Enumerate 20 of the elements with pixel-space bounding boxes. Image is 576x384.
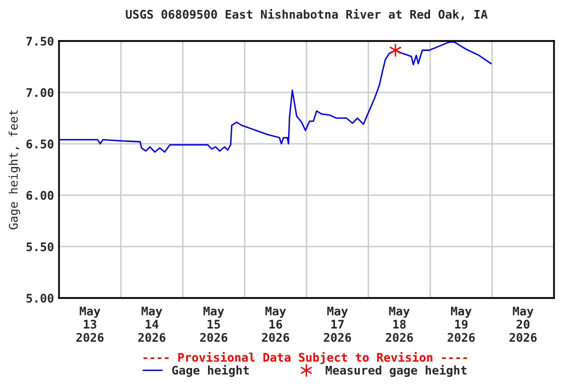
y-tick-label: 6.50 [26,140,54,148]
x-tick-label: May 16 2026 [262,306,290,342]
x-tick-label: May 13 2026 [76,306,104,342]
x-tick-label: May 15 2026 [200,306,228,342]
x-tick-label: May 14 2026 [138,306,166,342]
text: ---- Provisional Data Subject to Revision ---- [144,352,468,364]
y-tick-label: 5.00 [26,294,54,303]
x-tick-label: May 20 2026 [510,306,537,342]
line-series [59,41,492,153]
x-tick-label: May 17 2026 [324,306,352,342]
y-tick-label: 5.50 [26,242,54,252]
legend-label: Gage height [172,364,249,377]
y-axis-title: Gage height, feet [8,110,20,230]
chart-title: USGS 06809500 East Nishnabotna River at Red Oak, IA [126,8,488,20]
x-tick-label: May 18 2026 [386,306,413,342]
y-tick-label: 7.50 [26,36,54,46]
y-tick-label: 7.00 [26,88,54,98]
y-tick-label: 6.00 [26,190,54,200]
x-tick-label: May 19 2026 [448,306,475,342]
legend-label: Measured gage height [326,364,466,377]
